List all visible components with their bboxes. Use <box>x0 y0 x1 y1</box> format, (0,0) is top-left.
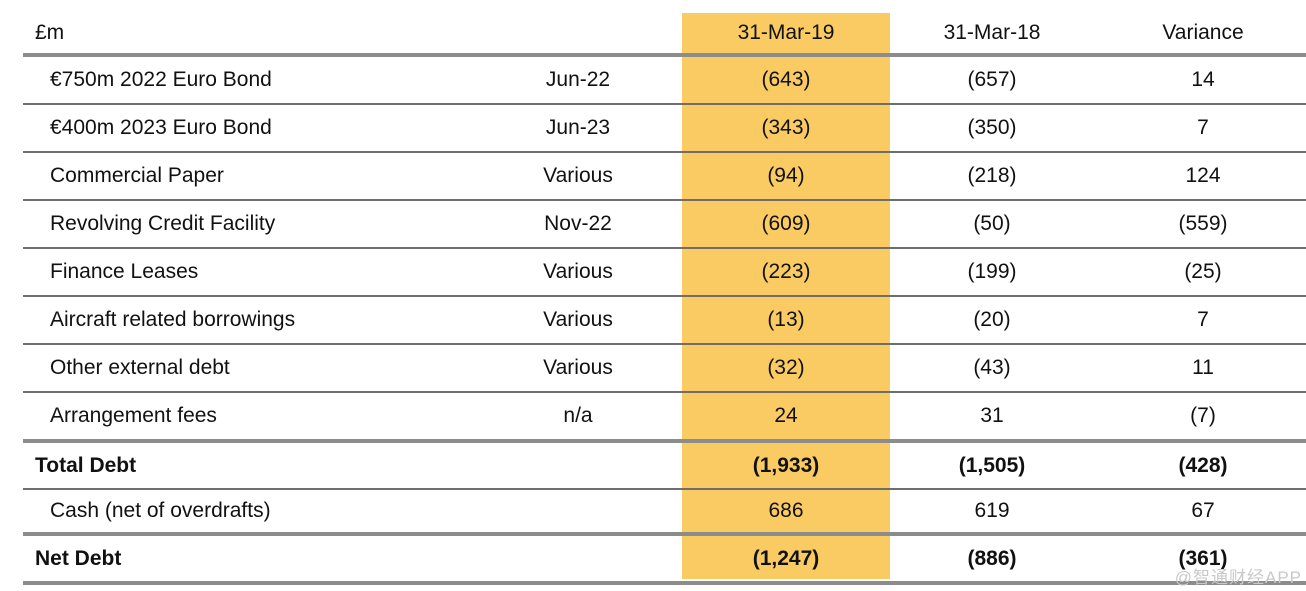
value-variance: (25) <box>1100 248 1306 297</box>
value-31-mar-18: (350) <box>884 104 1100 153</box>
net-debt-row: Net Debt (1,247) (886) (361) <box>23 534 1306 585</box>
maturity-cell: n/a <box>468 392 688 443</box>
value-31-mar-18: (43) <box>884 344 1100 393</box>
value-variance: 7 <box>1100 104 1306 153</box>
value-31-mar-18: (1,505) <box>884 441 1100 490</box>
value-31-mar-19: (343) <box>688 104 884 153</box>
table-row: Arrangement fees n/a 24 31 (7) <box>23 392 1306 443</box>
net-debt-table: £m 31-Mar-19 31-Mar-18 Variance €750m 20… <box>23 13 1306 585</box>
value-variance: (361) <box>1100 534 1306 585</box>
value-variance: 124 <box>1100 152 1306 201</box>
row-label: Finance Leases <box>23 248 468 297</box>
row-label: €750m 2022 Euro Bond <box>23 55 468 105</box>
value-31-mar-18: (199) <box>884 248 1100 297</box>
table-row: Finance Leases Various (223) (199) (25) <box>23 248 1306 297</box>
value-variance: 14 <box>1100 55 1306 105</box>
value-31-mar-19: (13) <box>688 296 884 345</box>
value-variance: (7) <box>1100 392 1306 443</box>
column-header-variance: Variance <box>1100 13 1306 57</box>
maturity-cell: Various <box>468 296 688 345</box>
value-variance: 11 <box>1100 344 1306 393</box>
value-variance: (559) <box>1100 200 1306 249</box>
value-31-mar-19: (223) <box>688 248 884 297</box>
row-label: Revolving Credit Facility <box>23 200 468 249</box>
maturity-column-header <box>468 13 688 57</box>
maturity-cell: Various <box>468 248 688 297</box>
row-label: Cash (net of overdrafts) <box>23 489 468 536</box>
value-variance: 67 <box>1100 489 1306 536</box>
column-header-31-mar-18: 31-Mar-18 <box>884 13 1100 57</box>
table-row: Revolving Credit Facility Nov-22 (609) (… <box>23 200 1306 249</box>
maturity-cell <box>468 534 688 585</box>
row-label: Total Debt <box>23 441 468 490</box>
value-31-mar-18: (657) <box>884 55 1100 105</box>
maturity-cell: Various <box>468 152 688 201</box>
row-label: Commercial Paper <box>23 152 468 201</box>
unit-header: £m <box>23 13 468 57</box>
value-31-mar-19: (32) <box>688 344 884 393</box>
row-label: Arrangement fees <box>23 392 468 443</box>
table-row: Commercial Paper Various (94) (218) 124 <box>23 152 1306 201</box>
value-31-mar-18: (20) <box>884 296 1100 345</box>
value-31-mar-18: (218) <box>884 152 1100 201</box>
table-header-row: £m 31-Mar-19 31-Mar-18 Variance <box>23 13 1306 57</box>
row-label: Aircraft related borrowings <box>23 296 468 345</box>
maturity-cell: Jun-23 <box>468 104 688 153</box>
row-label: €400m 2023 Euro Bond <box>23 104 468 153</box>
column-header-31-mar-19: 31-Mar-19 <box>688 13 884 57</box>
maturity-cell: Jun-22 <box>468 55 688 105</box>
value-31-mar-19: (94) <box>688 152 884 201</box>
value-31-mar-18: 31 <box>884 392 1100 443</box>
table-row: €750m 2022 Euro Bond Jun-22 (643) (657) … <box>23 55 1306 105</box>
table-row: €400m 2023 Euro Bond Jun-23 (343) (350) … <box>23 104 1306 153</box>
table-row: Other external debt Various (32) (43) 11 <box>23 344 1306 393</box>
maturity-cell <box>468 489 688 536</box>
table-row: Aircraft related borrowings Various (13)… <box>23 296 1306 345</box>
value-31-mar-18: (886) <box>884 534 1100 585</box>
cash-row: Cash (net of overdrafts) 686 619 67 <box>23 489 1306 536</box>
value-31-mar-19: (643) <box>688 55 884 105</box>
value-variance: 7 <box>1100 296 1306 345</box>
row-label: Net Debt <box>23 534 468 585</box>
value-31-mar-18: 619 <box>884 489 1100 536</box>
maturity-cell <box>468 441 688 490</box>
watermark: @智通财经APP <box>1174 568 1302 587</box>
value-variance: (428) <box>1100 441 1306 490</box>
value-31-mar-19: 24 <box>688 392 884 443</box>
value-31-mar-19: (609) <box>688 200 884 249</box>
value-31-mar-19: (1,247) <box>688 534 884 585</box>
value-31-mar-18: (50) <box>884 200 1100 249</box>
total-debt-row: Total Debt (1,933) (1,505) (428) <box>23 441 1306 490</box>
maturity-cell: Nov-22 <box>468 200 688 249</box>
value-31-mar-19: 686 <box>688 489 884 536</box>
row-label: Other external debt <box>23 344 468 393</box>
value-31-mar-19: (1,933) <box>688 441 884 490</box>
maturity-cell: Various <box>468 344 688 393</box>
